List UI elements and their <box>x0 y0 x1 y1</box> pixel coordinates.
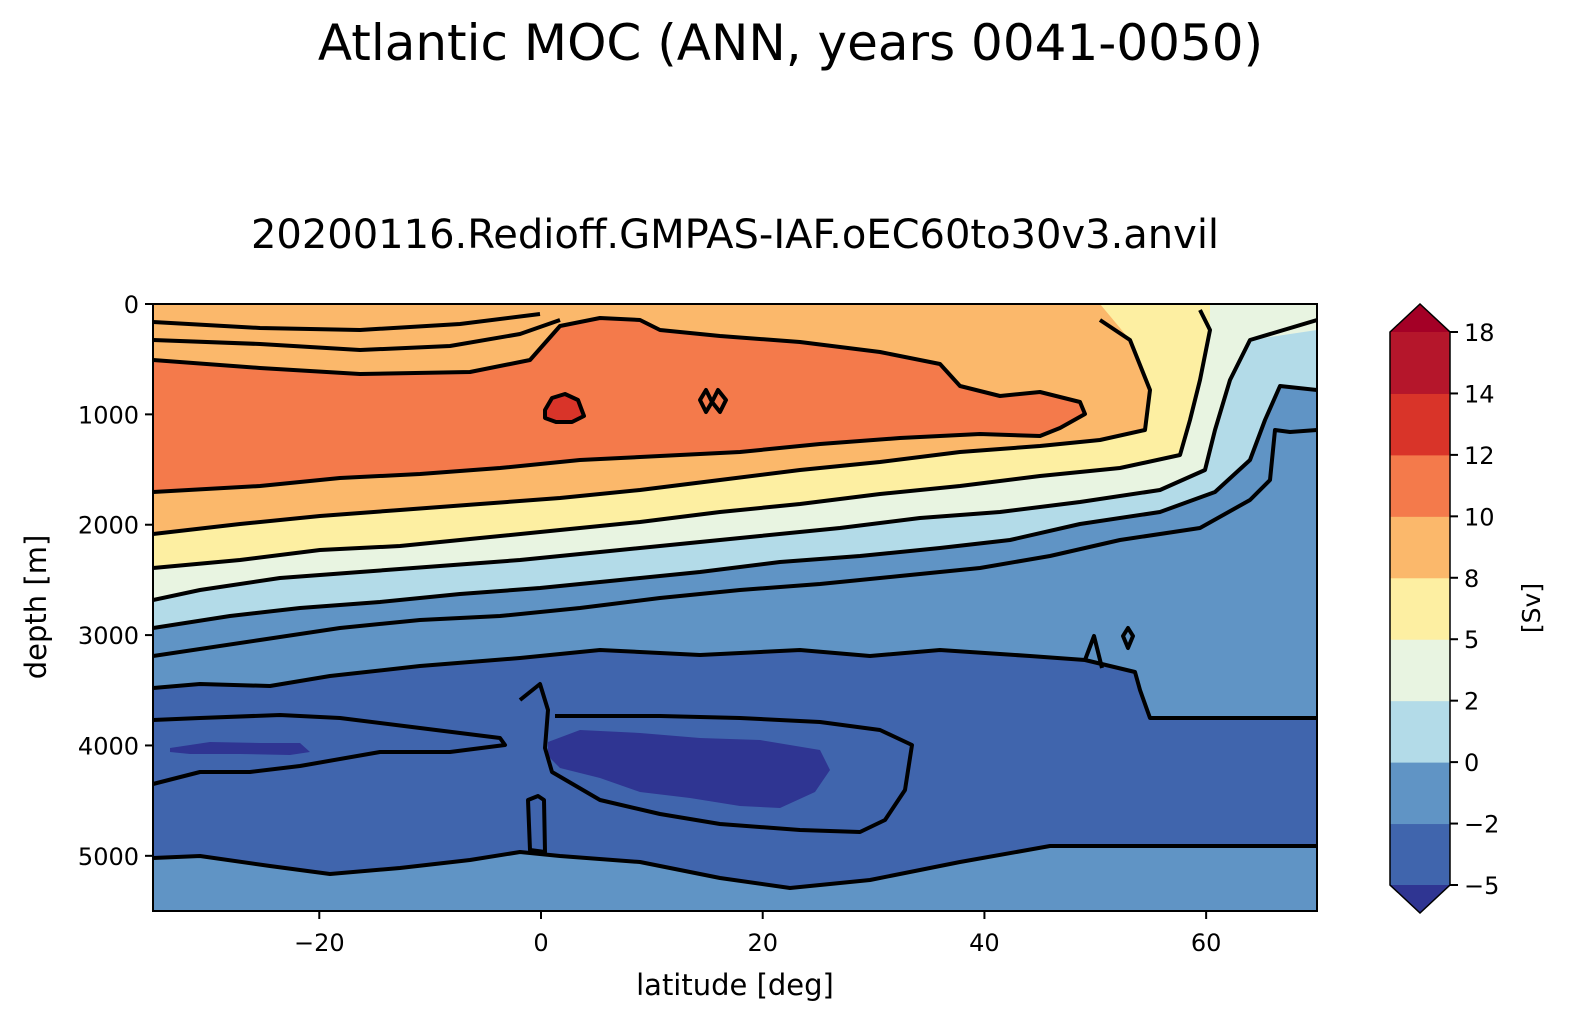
colorbar-tick-label: −5 <box>1464 872 1499 900</box>
contour-line <box>518 682 914 834</box>
x-axis-label: latitude [deg] <box>636 968 834 1002</box>
colorbar-segment <box>1390 393 1450 456</box>
x-tick-label: 0 <box>533 929 548 957</box>
contour-line <box>698 388 728 414</box>
y-tick-label: 3000 <box>78 622 139 650</box>
colorbar-tick-label: 14 <box>1464 380 1495 408</box>
contour-line <box>153 428 1317 658</box>
colorbar: −5 −2 0 2 5 8 10 12 14 18 <box>1389 302 1499 915</box>
contour-line <box>543 392 586 424</box>
colorbar-segment <box>1390 577 1450 640</box>
colorbar-segment <box>1390 516 1450 579</box>
contour-line <box>153 309 1212 570</box>
colorbar-tick-label: 5 <box>1464 626 1479 654</box>
colorbar-label: [Sv] <box>1517 583 1546 633</box>
y-tick-label: 5000 <box>78 843 139 871</box>
y-tick-label: 2000 <box>78 512 139 540</box>
colorbar-tick-label: 2 <box>1464 688 1479 716</box>
colorbar-segment <box>1390 762 1450 825</box>
colorbar-tick-label: 18 <box>1464 319 1495 347</box>
contour-line <box>153 318 1152 536</box>
fill-region-below-neg5-south <box>170 742 310 755</box>
y-tick-label: 1000 <box>78 401 139 429</box>
contour-line <box>526 794 547 854</box>
y-axis: 0 1000 2000 3000 4000 5000 <box>78 291 153 871</box>
fill-region-12-14 <box>545 394 584 422</box>
x-tick-label: 60 <box>1191 929 1222 957</box>
x-tick-label: 40 <box>969 929 1000 957</box>
figure-title: Atlantic MOC (ANN, years 0041-0050) <box>317 14 1264 72</box>
y-tick-label: 0 <box>124 291 139 319</box>
colorbar-segment <box>1390 823 1450 886</box>
colorbar-tick-label: 10 <box>1464 503 1495 531</box>
plot-subtitle: 20200116.Redioff.GMPAS-IAF.oEC60to30v3.a… <box>250 212 1220 258</box>
contour-line <box>153 844 1317 890</box>
contour-line <box>1121 626 1135 650</box>
contour-line <box>153 318 561 352</box>
colorbar-segment <box>1390 454 1450 517</box>
x-tick-label: −20 <box>294 929 345 957</box>
colorbar-extend-max <box>1390 304 1450 332</box>
plot-frame <box>152 303 1318 912</box>
contour-line <box>153 316 1087 494</box>
x-axis: −20 0 20 40 60 <box>294 911 1221 957</box>
contour-line-layer <box>153 309 1317 890</box>
colorbar-tick-label: 8 <box>1464 565 1479 593</box>
colorbar-tick-label: 0 <box>1464 749 1479 777</box>
fill-region-10-12 <box>153 318 1085 492</box>
contour-line <box>153 312 541 332</box>
x-tick-label: 20 <box>747 929 778 957</box>
contour-line <box>1083 634 1104 669</box>
fill-region-below-neg5 <box>548 730 830 808</box>
y-tick-label: 4000 <box>78 732 139 760</box>
contour-line <box>153 384 1317 630</box>
contour-line <box>153 648 1317 720</box>
contour-line <box>153 713 507 786</box>
colorbar-extend-min <box>1390 885 1450 913</box>
colorbar-tick-label: 12 <box>1464 442 1495 470</box>
y-axis-label: depth [m] <box>19 535 53 680</box>
colorbar-segment <box>1390 700 1450 763</box>
contour-line <box>153 318 1317 602</box>
colorbar-segment <box>1390 639 1450 702</box>
colorbar-segment <box>1390 332 1450 394</box>
colorbar-tick-label: −2 <box>1464 811 1499 839</box>
